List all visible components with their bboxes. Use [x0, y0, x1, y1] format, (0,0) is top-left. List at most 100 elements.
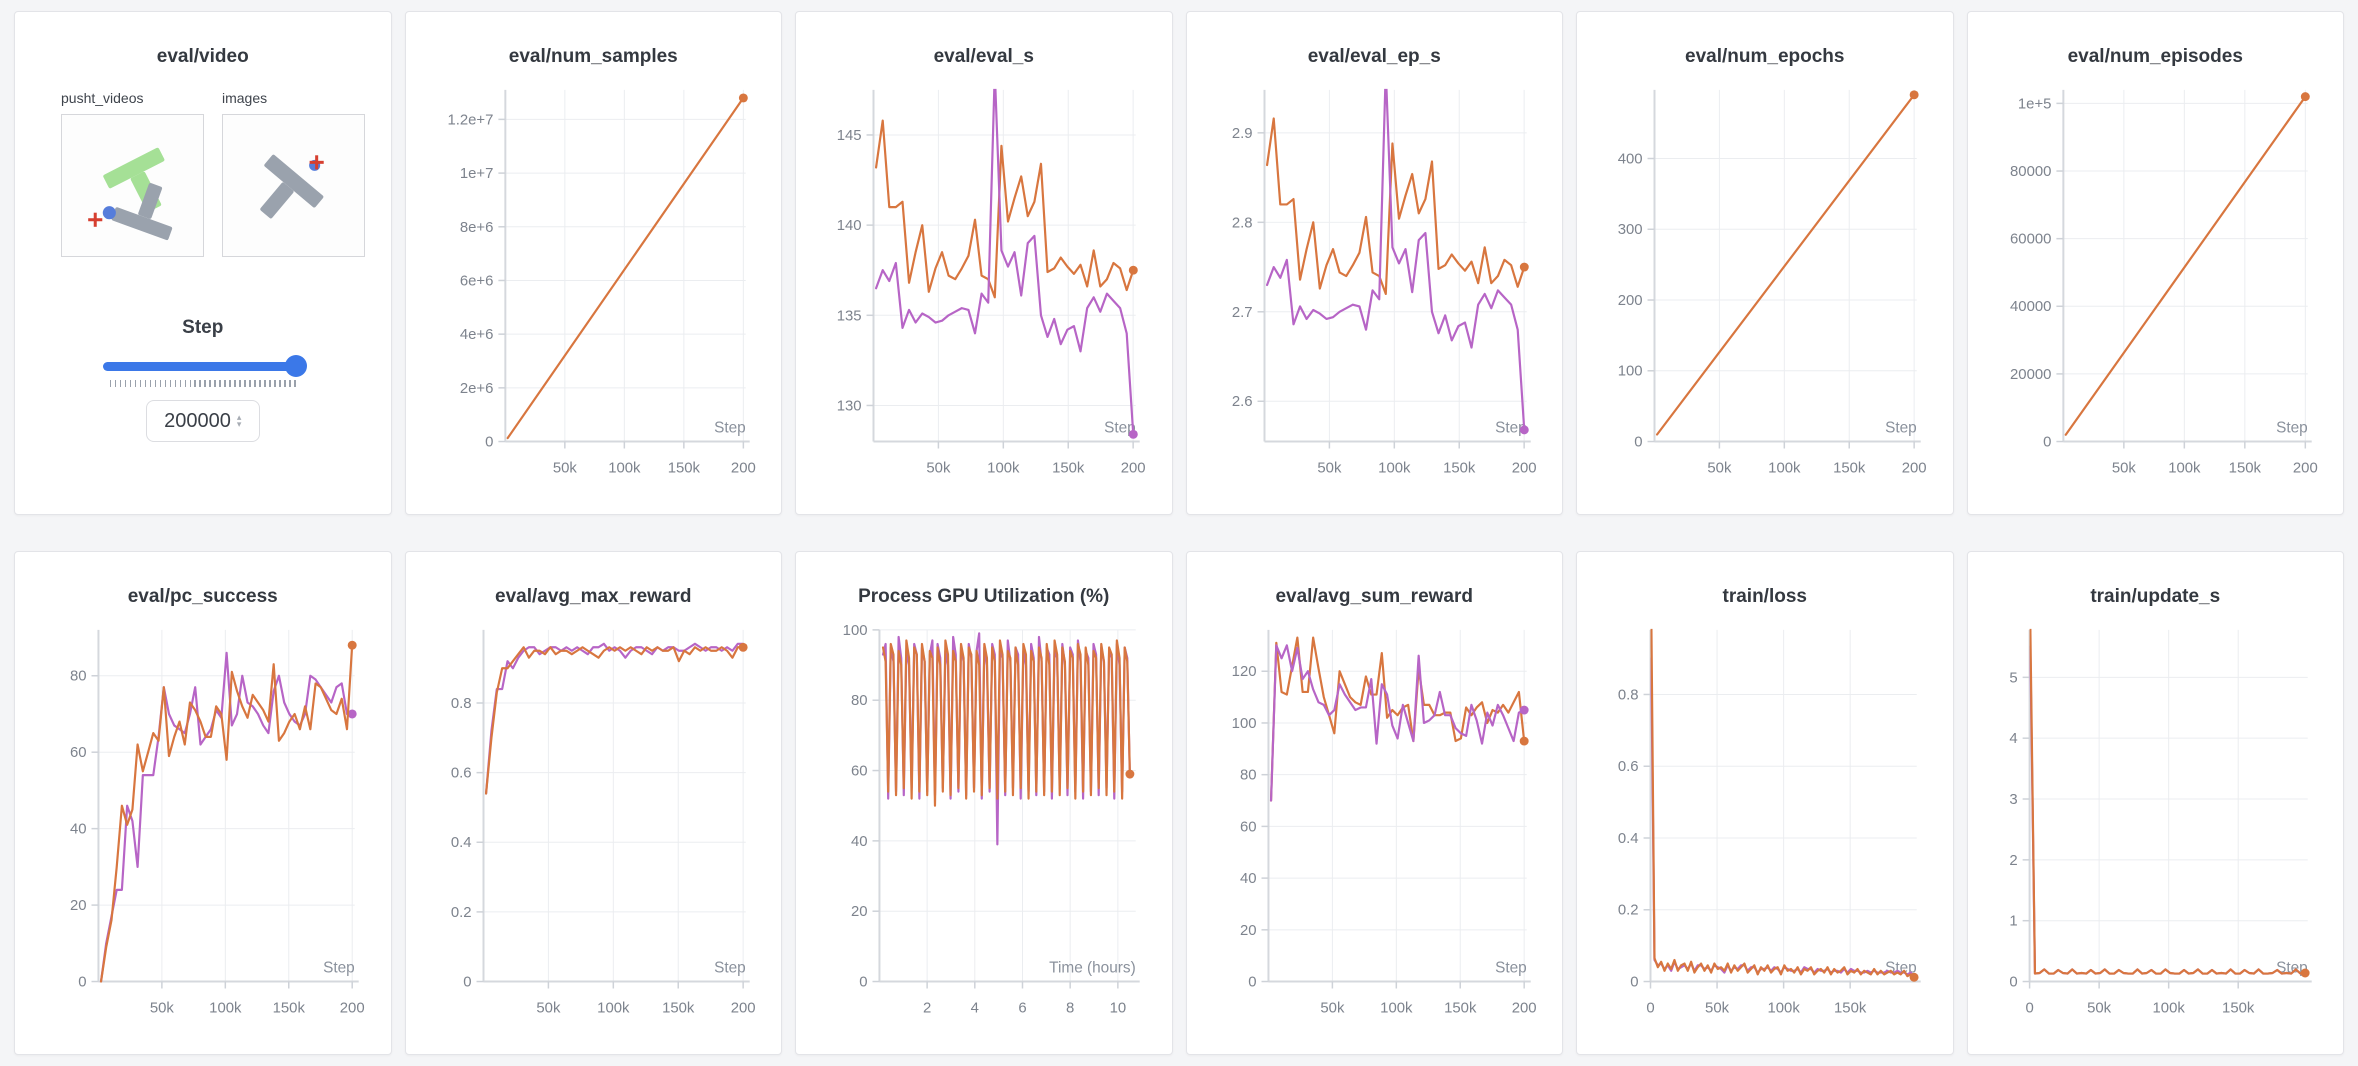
- pusht-scene-image: [260, 154, 324, 219]
- y-tick-label: 1e+7: [459, 166, 493, 182]
- y-tick-label: 300: [1618, 222, 1643, 238]
- x-axis-title: Time (hours): [1049, 960, 1136, 977]
- chart-title: train/loss: [1722, 586, 1807, 607]
- chart-canvas-eval-pc_success[interactable]: 0 20 40 60 80 50k 100k 150k 200 Step: [15, 612, 391, 1045]
- y-tick-label: 2: [2009, 853, 2017, 869]
- x-tick-label: 100k: [987, 460, 1020, 476]
- series-endpoint-orange: [738, 642, 748, 652]
- x-tick-label: 100k: [597, 1000, 630, 1016]
- step-slider-label: Step: [182, 317, 224, 338]
- series-endpoint-orange: [347, 640, 357, 650]
- y-tick-label: 60000: [2010, 232, 2051, 248]
- y-tick-label: 0: [2043, 435, 2051, 451]
- x-tick-label: 100k: [1767, 1000, 1800, 1016]
- chart-canvas-gpu-utilization[interactable]: 0 20 40 60 80 100 2 4 6 8 10 Time (hours): [796, 612, 1172, 1045]
- x-axis-title: Step: [1495, 420, 1527, 437]
- series-line-purple: [1650, 657, 1916, 978]
- series-endpoint-purple: [1519, 705, 1529, 715]
- y-tick-label: 80: [851, 693, 868, 709]
- video-preview[interactable]: [61, 114, 204, 257]
- chart-panel-eval-eval_ep_s: eval/eval_ep_s 2.6 2.7 2.8 2.9 50k 100k 150k 20…: [1185, 11, 1563, 515]
- chart-canvas-eval-avg_max_reward[interactable]: 0 0.2 0.4 0.6 0.8 50k 100k 150k 200 Step: [406, 612, 782, 1045]
- step-value-input[interactable]: 200000 ▴ ▾: [145, 400, 260, 442]
- panel-eval-video: eval/video pusht_videos: [14, 11, 392, 515]
- chart-canvas-eval-num_episodes[interactable]: 0 20000 40000 60000 80000 1e+5 50k 100k 150k 200 S…: [1968, 72, 2344, 505]
- x-tick-label: 200: [1902, 460, 1927, 476]
- chart-canvas-eval-num_epochs[interactable]: 0 100 200 300 400 50k 100k 150k 200 Step: [1577, 72, 1953, 505]
- step-slider-knob[interactable]: [284, 355, 307, 377]
- y-tick-label: 5: [2009, 670, 2017, 686]
- series-endpoint-orange: [1128, 265, 1138, 275]
- y-tick-label: 100: [1618, 364, 1643, 380]
- series-line-orange: [1650, 628, 1916, 979]
- y-tick-label: 0.8: [1618, 687, 1639, 703]
- y-tick-label: 40: [851, 834, 868, 850]
- y-tick-label: 20: [70, 898, 87, 914]
- y-tick-label: 40: [70, 822, 87, 838]
- y-tick-label: 3: [2009, 792, 2017, 808]
- series-line-orange: [1655, 93, 1916, 436]
- y-tick-label: 6e+6: [459, 273, 493, 289]
- x-tick-label: 150k: [1834, 1000, 1867, 1016]
- y-tick-label: 1.2e+7: [447, 112, 493, 128]
- chart-title: eval/pc_success: [127, 586, 278, 607]
- chart-canvas-eval-avg_sum_reward[interactable]: 0 20 40 60 80 100 120 50k 100k 150k 200 Step: [1187, 612, 1563, 1045]
- chart-panel-eval-avg_max_reward: eval/avg_max_reward 0 0.2 0.4 0.6 0.8 50k 100k…: [404, 551, 782, 1055]
- series-endpoint-orange: [1125, 769, 1135, 779]
- x-tick-label: 200: [1121, 460, 1146, 476]
- series-endpoint-purple: [347, 709, 357, 719]
- y-tick-label: 8e+6: [459, 220, 493, 236]
- image-preview[interactable]: [222, 114, 365, 257]
- series-line-orange: [874, 119, 1135, 299]
- media-thumb-images[interactable]: images: [222, 90, 365, 257]
- y-tick-label: 60: [1239, 819, 1256, 835]
- y-tick-label: 2.9: [1231, 126, 1252, 142]
- y-tick-label: 0.6: [450, 766, 471, 782]
- y-tick-label: 0: [859, 975, 867, 991]
- x-tick-label: 50k: [1705, 1000, 1730, 1016]
- y-tick-label: 0: [78, 975, 86, 991]
- y-tick-label: 4e+6: [459, 327, 493, 343]
- series-line-orange: [99, 644, 354, 983]
- y-tick-label: 2.6: [1231, 394, 1252, 410]
- y-tick-label: 0: [1634, 435, 1642, 451]
- stepper-arrows-icon[interactable]: ▴ ▾: [236, 412, 242, 429]
- step-slider[interactable]: [102, 355, 307, 377]
- x-tick-label: 150k: [2228, 460, 2261, 476]
- y-tick-label: 80000: [2010, 164, 2051, 180]
- step-slider-track[interactable]: [102, 362, 303, 371]
- y-tick-label: 20: [1239, 923, 1256, 939]
- chart-canvas-eval-eval_ep_s[interactable]: 2.6 2.7 2.8 2.9 50k 100k 150k 200 Step: [1187, 72, 1563, 505]
- chart-title: Process GPU Utilization (%): [858, 586, 1110, 607]
- media-row: pusht_videos: [15, 90, 391, 257]
- media-label: images: [222, 90, 268, 106]
- series-endpoint-purple: [1519, 425, 1529, 435]
- y-tick-label: 2e+6: [459, 381, 493, 397]
- chart-title: eval/eval_s: [933, 46, 1034, 67]
- chart-canvas-eval-num_samples[interactable]: 0 2e+6 4e+6 6e+6 8e+6 1e+7 1.2e+7 50k 100k 150k 20…: [406, 72, 782, 505]
- x-tick-label: 150k: [1052, 460, 1085, 476]
- x-tick-label: 200: [730, 1000, 755, 1016]
- x-axis-title: Step: [1104, 420, 1136, 437]
- media-thumb-pusht-videos[interactable]: pusht_videos: [61, 90, 204, 257]
- series-line-orange: [506, 96, 744, 440]
- y-tick-label: 0.4: [450, 835, 471, 851]
- x-tick-label: 100k: [2152, 1000, 2185, 1016]
- chart-panel-eval-num_episodes: eval/num_episodes 0 20000 40000 60000 80000 1…: [1966, 11, 2344, 515]
- y-tick-label: 1: [2009, 914, 2017, 930]
- y-tick-label: 0: [463, 975, 471, 991]
- series-endpoint-orange: [1909, 972, 1919, 982]
- y-tick-label: 145: [837, 128, 862, 144]
- x-tick-label: 6: [1018, 1000, 1026, 1016]
- y-tick-label: 20: [851, 904, 868, 920]
- x-tick-label: 150k: [1833, 460, 1866, 476]
- x-tick-label: 200: [730, 460, 755, 476]
- chart-title: eval/num_episodes: [2067, 46, 2243, 67]
- y-tick-label: 80: [70, 669, 87, 685]
- x-tick-label: 50k: [2087, 1000, 2112, 1016]
- target-cross-icon: [309, 155, 324, 170]
- chart-canvas-eval-eval_s[interactable]: 130 135 140 145 50k 100k 150k 200 Step: [796, 72, 1172, 505]
